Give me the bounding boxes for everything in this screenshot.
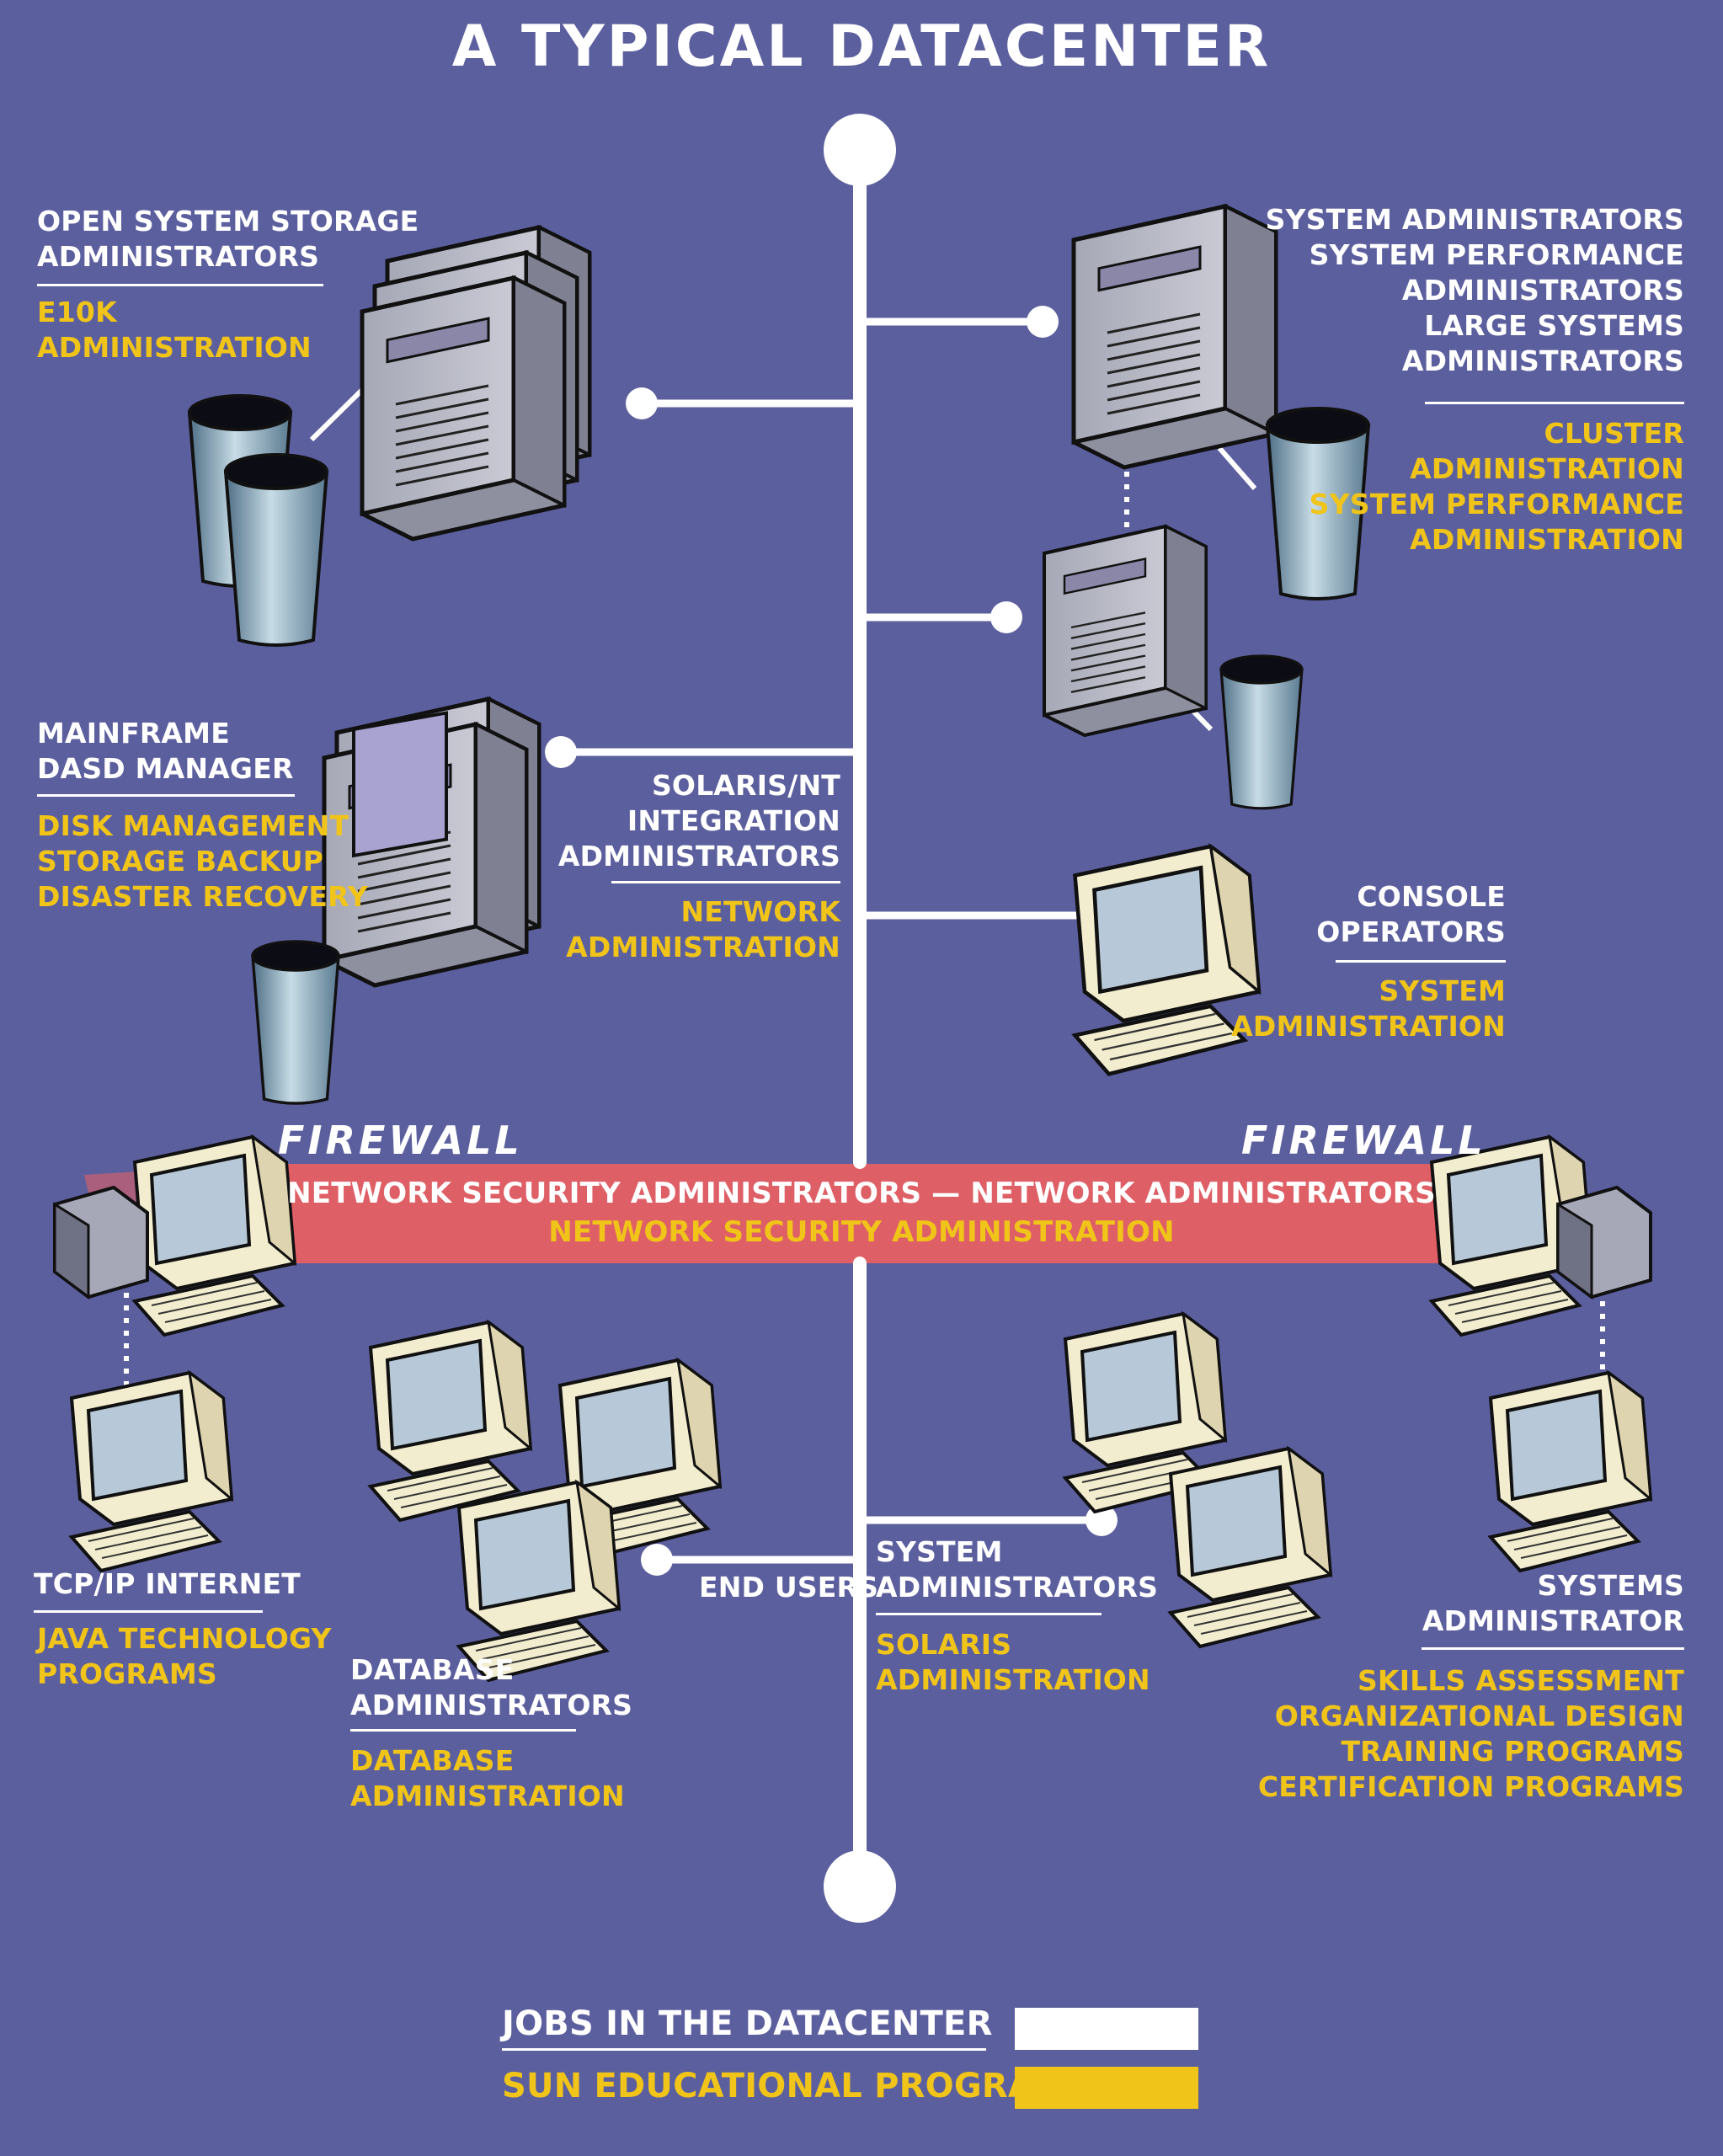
database-program-1: DATABASE bbox=[350, 1744, 515, 1777]
console-job-1: CONSOLE bbox=[1357, 880, 1506, 913]
mainframe-job-2: DASD MANAGER bbox=[37, 752, 294, 785]
console-jobs: CONSOLE OPERATORS bbox=[1316, 879, 1506, 950]
systems-admin-rule bbox=[1422, 1647, 1684, 1650]
storage-bins-left bbox=[188, 394, 328, 647]
database-job-1: DATABASE bbox=[350, 1653, 515, 1686]
database-job-2: ADMINISTRATORS bbox=[350, 1689, 633, 1721]
firewall-jobs: NETWORK SECURITY ADMINISTRATORS — NETWOR… bbox=[287, 1177, 1436, 1210]
tcpip-rule bbox=[34, 1610, 263, 1613]
console-job-2: OPERATORS bbox=[1316, 915, 1506, 948]
systems-admin-program-4: CERTIFICATION PROGRAMS bbox=[1257, 1770, 1684, 1803]
systems-admin-jobs: SYSTEMS ADMINISTRATOR bbox=[1422, 1568, 1684, 1639]
legend-jobs-rule bbox=[502, 2048, 986, 2051]
mainframe-jobs: MAINFRAME DASD MANAGER bbox=[37, 716, 294, 787]
solaris-nt-job-3: ADMINISTRATORS bbox=[557, 840, 840, 873]
sysadmins-top-job-4: LARGE SYSTEMS bbox=[1424, 309, 1684, 342]
secondary-storage-bin bbox=[1219, 654, 1304, 810]
tcpip-jobs: TCP/IP INTERNET bbox=[34, 1566, 301, 1602]
systems-admin-job-2: ADMINISTRATOR bbox=[1422, 1604, 1684, 1637]
firewall-band-text: NETWORK SECURITY ADMINISTRATORS — NETWOR… bbox=[0, 1174, 1723, 1251]
database-workstation-3 bbox=[457, 1481, 621, 1682]
internet-workstation bbox=[70, 1371, 233, 1572]
mainframe-program-2: STORAGE BACKUP bbox=[37, 845, 324, 878]
legend-programs-swatch bbox=[1015, 2067, 1198, 2109]
sysadmins-bottom-job-1: SYSTEM bbox=[876, 1535, 1003, 1568]
sysadmins-bottom-program-1: SOLARIS bbox=[876, 1628, 1012, 1661]
legend-programs-label: SUN EDUCATIONAL PROGRAMS bbox=[502, 2067, 1093, 2105]
database-program-2: ADMINISTRATION bbox=[350, 1780, 625, 1812]
tcpip-job-1: TCP/IP INTERNET bbox=[34, 1567, 301, 1600]
database-programs: DATABASE ADMINISTRATION bbox=[350, 1743, 625, 1814]
database-jobs: DATABASE ADMINISTRATORS bbox=[350, 1652, 632, 1723]
open-storage-jobs: OPEN SYSTEM STORAGE ADMINISTRATORS bbox=[37, 204, 419, 275]
sysadmins-top-program-4: ADMINISTRATION bbox=[1410, 523, 1684, 556]
mainframe-unit bbox=[324, 699, 539, 985]
solaris-nt-program-2: ADMINISTRATION bbox=[566, 931, 840, 963]
solaris-nt-job-2: INTEGRATION bbox=[627, 804, 840, 837]
firewall-label-left: FIREWALL bbox=[278, 1118, 523, 1163]
open-storage-jobs-line-2: ADMINISTRATORS bbox=[37, 240, 320, 273]
end-user-workstation-2 bbox=[1169, 1447, 1332, 1648]
open-storage-program-line-2: ADMINISTRATION bbox=[37, 331, 312, 364]
branch-lines bbox=[561, 318, 1107, 1564]
console-programs: SYSTEM ADMINISTRATION bbox=[1231, 974, 1506, 1044]
solaris-nt-programs: NETWORK ADMINISTRATION bbox=[566, 894, 840, 965]
systems-admin-programs: SKILLS ASSESSMENT ORGANIZATIONAL DESIGN … bbox=[1258, 1663, 1684, 1805]
legend-jobs-label: JOBS IN THE DATACENTER bbox=[502, 2004, 993, 2043]
console-rule bbox=[1336, 960, 1506, 963]
solaris-nt-job-1: SOLARIS/NT bbox=[651, 769, 840, 802]
secondary-server bbox=[1044, 526, 1206, 735]
legend-jobs-swatch bbox=[1015, 2008, 1198, 2050]
end-users-label: END USERS bbox=[699, 1571, 879, 1604]
sysadmins-bottom-jobs: SYSTEM ADMINISTRATORS bbox=[876, 1534, 1158, 1605]
mainframe-storage-bin bbox=[251, 940, 340, 1105]
sysadmins-top-jobs: SYSTEM ADMINISTRATORS SYSTEM PERFORMANCE… bbox=[1266, 202, 1684, 379]
solaris-nt-jobs: SOLARIS/NT INTEGRATION ADMINISTRATORS bbox=[558, 768, 840, 874]
open-storage-jobs-line-1: OPEN SYSTEM STORAGE bbox=[37, 205, 419, 237]
mainframe-rule bbox=[37, 794, 295, 797]
mainframe-program-1: DISK MANAGEMENT bbox=[37, 809, 349, 842]
page-title: A TYPICAL DATACENTER bbox=[451, 13, 1272, 80]
sysadmins-top-job-2: SYSTEM PERFORMANCE bbox=[1309, 238, 1684, 271]
mainframe-programs: DISK MANAGEMENT STORAGE BACKUP DISASTER … bbox=[37, 808, 368, 915]
firewall-program: NETWORK SECURITY ADMINISTRATION bbox=[548, 1215, 1175, 1249]
sysadmins-top-programs: CLUSTER ADMINISTRATION SYSTEM PERFORMANC… bbox=[1310, 416, 1684, 558]
tcpip-program-2: PROGRAMS bbox=[37, 1657, 217, 1690]
sysadmins-top-rule bbox=[1425, 402, 1684, 404]
mainframe-program-3: DISASTER RECOVERY bbox=[37, 880, 369, 913]
tcpip-programs: JAVA TECHNOLOGY PROGRAMS bbox=[37, 1621, 332, 1692]
sysadmins-bottom-program-2: ADMINISTRATION bbox=[876, 1663, 1150, 1696]
mainframe-job-1: MAINFRAME bbox=[37, 717, 230, 750]
systems-admin-job-1: SYSTEMS bbox=[1537, 1569, 1684, 1602]
sysadmins-bottom-job-2: ADMINISTRATORS bbox=[876, 1571, 1159, 1604]
backbone-bottom-node bbox=[824, 1850, 896, 1923]
dotted-links bbox=[124, 459, 1605, 1390]
sysadmins-top-program-2: ADMINISTRATION bbox=[1410, 452, 1684, 485]
console-program-2: ADMINISTRATION bbox=[1231, 1010, 1506, 1043]
admin-workstation-right bbox=[1489, 1371, 1652, 1572]
sysadmins-top-job-5: ADMINISTRATORS bbox=[1401, 344, 1684, 377]
sysadmins-top-job-1: SYSTEM ADMINISTRATORS bbox=[1265, 203, 1684, 236]
solaris-nt-program-1: NETWORK bbox=[680, 895, 840, 928]
backbone-top-node bbox=[824, 114, 896, 186]
systems-admin-program-1: SKILLS ASSESSMENT bbox=[1357, 1664, 1684, 1697]
systems-admin-program-3: TRAINING PROGRAMS bbox=[1341, 1735, 1684, 1768]
large-system-server bbox=[1074, 206, 1276, 467]
systems-admin-program-2: ORGANIZATIONAL DESIGN bbox=[1274, 1700, 1684, 1732]
sysadmins-top-program-1: CLUSTER bbox=[1544, 417, 1684, 450]
open-storage-programs: E10K ADMINISTRATION bbox=[37, 295, 312, 366]
database-rule bbox=[350, 1729, 576, 1732]
database-workstation-1 bbox=[369, 1321, 532, 1522]
sysadmins-bottom-rule bbox=[876, 1613, 1102, 1615]
sysadmins-bottom-programs: SOLARIS ADMINISTRATION bbox=[876, 1627, 1150, 1698]
open-storage-program-line-1: E10K bbox=[37, 296, 117, 328]
sysadmins-top-program-3: SYSTEM PERFORMANCE bbox=[1309, 488, 1684, 520]
tcpip-program-1: JAVA TECHNOLOGY bbox=[37, 1622, 332, 1655]
firewall-label-right: FIREWALL bbox=[1241, 1118, 1486, 1163]
console-program-1: SYSTEM bbox=[1379, 974, 1506, 1007]
solaris-nt-rule bbox=[611, 881, 840, 883]
sysadmins-top-job-3: ADMINISTRATORS bbox=[1401, 274, 1684, 307]
open-storage-rule bbox=[37, 284, 323, 286]
